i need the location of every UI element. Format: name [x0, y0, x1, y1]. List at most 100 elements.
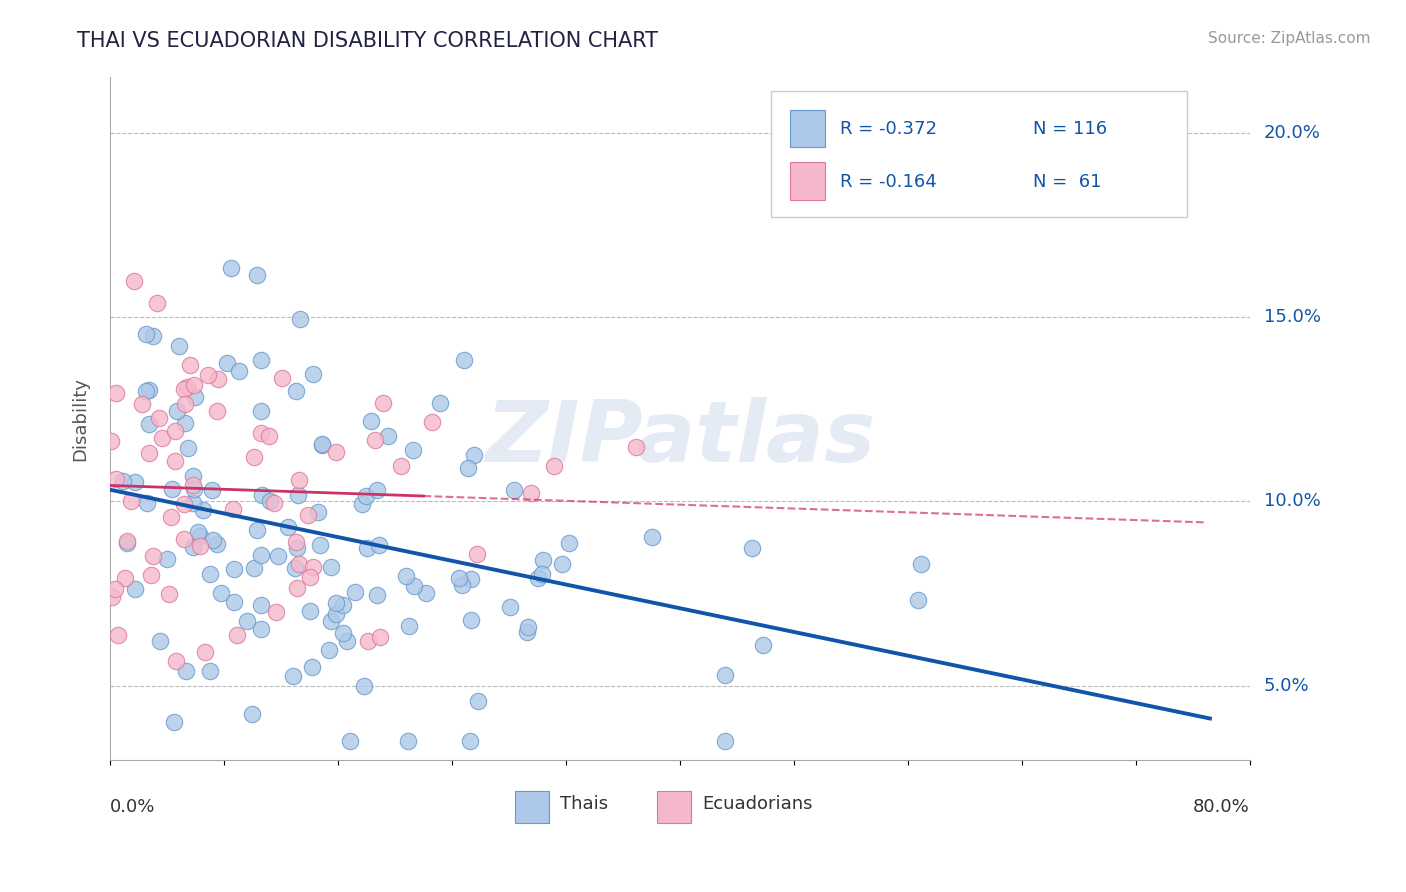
- Point: [714, 668, 737, 682]
- Point: [281, 668, 304, 682]
- Point: [250, 425, 273, 440]
- Point: [207, 536, 229, 550]
- Point: [516, 624, 538, 639]
- Point: [201, 533, 224, 547]
- Point: [219, 261, 242, 276]
- Point: [285, 581, 308, 595]
- Point: [135, 326, 157, 341]
- Point: [163, 715, 186, 730]
- Point: [165, 654, 187, 668]
- Point: [257, 428, 280, 442]
- Point: [181, 468, 204, 483]
- Point: [115, 535, 138, 549]
- Point: [325, 596, 347, 610]
- Point: [250, 403, 273, 417]
- Point: [207, 372, 229, 386]
- Point: [131, 396, 153, 410]
- Point: [377, 429, 399, 443]
- Point: [270, 371, 292, 385]
- Point: [336, 634, 359, 648]
- Point: [148, 411, 170, 425]
- Point: [453, 353, 475, 368]
- Point: [267, 549, 290, 563]
- Point: [250, 598, 273, 612]
- Point: [242, 560, 264, 574]
- Point: [277, 520, 299, 534]
- Point: [364, 433, 387, 447]
- Point: [136, 496, 159, 510]
- Point: [624, 440, 647, 454]
- Point: [368, 630, 391, 644]
- Text: Thais: Thais: [560, 795, 609, 813]
- Point: [150, 430, 173, 444]
- Point: [360, 413, 382, 427]
- Point: [160, 510, 183, 524]
- Point: [389, 459, 412, 474]
- Text: ZIPatlas: ZIPatlas: [485, 398, 875, 481]
- Point: [209, 585, 232, 599]
- Point: [325, 445, 347, 459]
- Point: [907, 592, 929, 607]
- Point: [467, 694, 489, 708]
- Point: [215, 355, 238, 369]
- Point: [107, 628, 129, 642]
- Point: [183, 377, 205, 392]
- Point: [502, 483, 524, 498]
- Point: [124, 274, 146, 288]
- Point: [309, 538, 332, 552]
- Point: [124, 582, 146, 596]
- Point: [173, 382, 195, 396]
- Point: [167, 339, 190, 353]
- Point: [160, 482, 183, 496]
- Point: [910, 557, 932, 571]
- Point: [207, 404, 229, 418]
- Point: [188, 539, 211, 553]
- Point: [146, 295, 169, 310]
- Point: [321, 560, 343, 574]
- Point: [249, 549, 271, 563]
- Point: [752, 638, 775, 652]
- Point: [339, 734, 361, 748]
- Point: [527, 571, 550, 585]
- Point: [447, 571, 470, 585]
- Point: [183, 483, 205, 497]
- Point: [352, 497, 374, 511]
- Point: [530, 566, 553, 581]
- Point: [288, 558, 311, 572]
- Point: [226, 628, 249, 642]
- Point: [264, 605, 287, 619]
- Text: R = -0.164: R = -0.164: [839, 173, 936, 191]
- Point: [401, 442, 423, 457]
- Point: [301, 559, 323, 574]
- Point: [105, 385, 128, 400]
- Point: [415, 586, 437, 600]
- Point: [174, 397, 197, 411]
- Point: [183, 390, 205, 404]
- Point: [104, 582, 127, 596]
- Point: [111, 475, 134, 489]
- Point: [124, 475, 146, 489]
- Point: [288, 312, 311, 326]
- Text: 5.0%: 5.0%: [1264, 677, 1309, 695]
- Point: [187, 525, 209, 540]
- Point: [174, 665, 197, 679]
- Point: [519, 486, 541, 500]
- Point: [285, 384, 308, 399]
- Point: [299, 604, 322, 618]
- Point: [301, 660, 323, 674]
- Point: [115, 534, 138, 549]
- Point: [198, 664, 221, 678]
- Point: [321, 614, 343, 628]
- Point: [332, 626, 354, 640]
- Point: [467, 547, 489, 561]
- Point: [297, 508, 319, 522]
- Point: [311, 438, 333, 452]
- Point: [353, 679, 375, 693]
- Point: [325, 607, 347, 622]
- Point: [371, 396, 394, 410]
- Point: [640, 530, 662, 544]
- Point: [200, 566, 222, 581]
- Text: THAI VS ECUADORIAN DISABILITY CORRELATION CHART: THAI VS ECUADORIAN DISABILITY CORRELATIO…: [77, 31, 658, 51]
- Point: [246, 523, 269, 537]
- Point: [287, 488, 309, 502]
